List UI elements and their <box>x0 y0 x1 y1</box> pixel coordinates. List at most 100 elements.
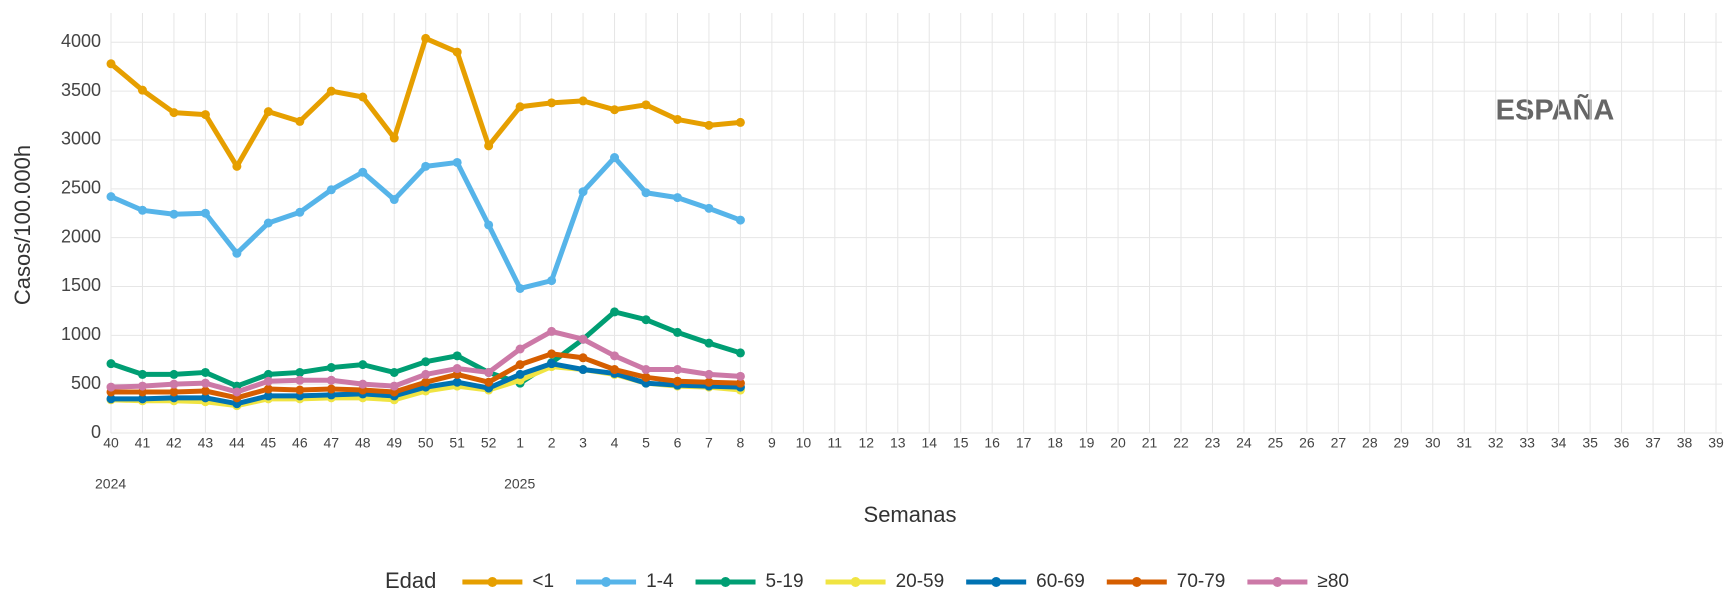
legend-swatch-dot <box>1131 577 1142 587</box>
point <box>515 102 525 112</box>
x-tick-label: 39 <box>1708 435 1724 451</box>
x-tick-label: 46 <box>292 435 308 451</box>
x-tick-label: 17 <box>1016 435 1032 451</box>
legend-title: Edad <box>385 568 436 593</box>
legend-swatch-dot <box>601 577 612 587</box>
point <box>232 248 242 258</box>
point <box>232 387 242 397</box>
point <box>169 369 179 379</box>
point <box>200 367 210 377</box>
point <box>200 208 210 218</box>
x-tick-label: 4 <box>611 435 619 451</box>
point <box>200 110 210 120</box>
point <box>610 105 620 115</box>
point <box>295 207 305 217</box>
point <box>578 187 588 197</box>
point <box>263 369 273 379</box>
point <box>641 315 651 325</box>
point <box>137 85 147 95</box>
point <box>704 203 714 213</box>
point <box>704 338 714 348</box>
legend-swatch-dot <box>991 577 1002 587</box>
x-tick-label: 36 <box>1614 435 1630 451</box>
x-tick-label: 15 <box>953 435 969 451</box>
x-tick-label: 50 <box>418 435 434 451</box>
point <box>547 276 557 286</box>
y-tick-label: 0 <box>91 422 101 442</box>
point <box>106 394 116 404</box>
x-tick-label: 48 <box>355 435 371 451</box>
legend-label: 5-19 <box>766 571 804 592</box>
point <box>389 133 399 143</box>
x-tick-label: 28 <box>1362 435 1378 451</box>
point <box>389 367 399 377</box>
legend-swatch-dot <box>850 577 861 587</box>
point <box>704 377 714 387</box>
point <box>326 384 336 394</box>
x-tick-label: 12 <box>859 435 875 451</box>
point <box>641 188 651 198</box>
point <box>641 372 651 382</box>
point <box>389 381 399 391</box>
point <box>672 327 682 337</box>
point <box>200 393 210 403</box>
point <box>452 377 462 387</box>
point <box>515 283 525 293</box>
point <box>137 381 147 391</box>
legend-label: <1 <box>532 571 554 592</box>
y-tick-label: 500 <box>71 373 101 393</box>
x-tick-label: 40 <box>103 435 119 451</box>
point <box>578 365 588 375</box>
x-tick-label: 49 <box>386 435 402 451</box>
x-tick-label: 33 <box>1519 435 1535 451</box>
y-tick-label: 4000 <box>61 31 101 51</box>
y-tick-label: 2000 <box>61 226 101 246</box>
legend-label: 20-59 <box>896 571 945 592</box>
x-tick-label: 14 <box>921 435 937 451</box>
x-tick-label: 29 <box>1394 435 1410 451</box>
point <box>263 391 273 401</box>
point <box>106 59 116 69</box>
y-tick-label: 1000 <box>61 324 101 344</box>
x-tick-label: 2 <box>548 435 556 451</box>
point <box>263 376 273 386</box>
x-group-label: 2025 <box>504 476 535 492</box>
point <box>672 114 682 124</box>
x-tick-label: 21 <box>1142 435 1158 451</box>
point <box>452 157 462 167</box>
point <box>326 185 336 195</box>
x-tick-label: 10 <box>796 435 812 451</box>
point <box>421 357 431 367</box>
annotation: ESPAÑA <box>1496 93 1615 127</box>
x-tick-label: 32 <box>1488 435 1504 451</box>
x-tick-label: 31 <box>1456 435 1472 451</box>
point <box>735 215 745 225</box>
point <box>610 351 620 361</box>
x-tick-label: 52 <box>481 435 497 451</box>
point <box>421 377 431 387</box>
point <box>137 205 147 215</box>
x-tick-label: 30 <box>1425 435 1441 451</box>
point <box>358 92 368 102</box>
y-tick-label: 3000 <box>61 129 101 149</box>
point <box>610 153 620 163</box>
y-tick-label: 1500 <box>61 275 101 295</box>
x-tick-label: 41 <box>135 435 151 451</box>
point <box>735 371 745 381</box>
x-tick-label: 11 <box>828 435 843 451</box>
point <box>641 100 651 110</box>
x-tick-label: 1 <box>516 435 524 451</box>
point <box>169 387 179 397</box>
point <box>200 386 210 396</box>
point <box>515 369 525 379</box>
x-tick-label: 23 <box>1205 435 1221 451</box>
point <box>672 193 682 203</box>
point <box>295 385 305 395</box>
point <box>641 365 651 375</box>
x-tick-label: 37 <box>1645 435 1661 451</box>
point <box>295 116 305 126</box>
point <box>421 161 431 171</box>
legend-label: 60-69 <box>1036 571 1085 592</box>
point <box>232 161 242 171</box>
